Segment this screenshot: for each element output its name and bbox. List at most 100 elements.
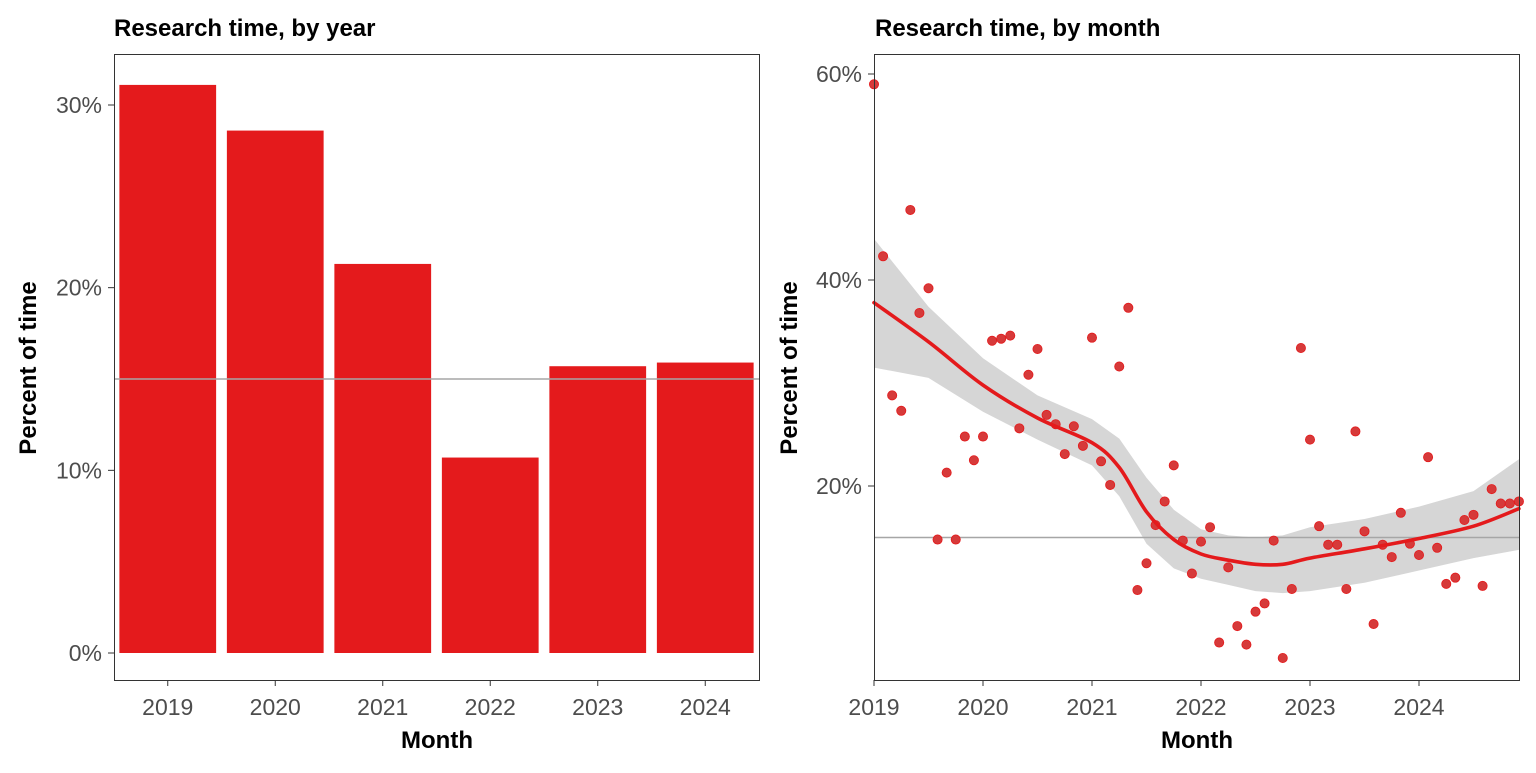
scatter-y-tick-label: 60% — [816, 61, 862, 87]
data-point — [914, 307, 925, 318]
data-point — [987, 335, 998, 346]
scatter-chart-panel: Research time, by month 20% 40% 60% 2019 20… — [776, 15, 1524, 754]
bar-plot-area — [114, 84, 759, 653]
data-point — [1214, 637, 1225, 648]
scatter-x-tick-label: 2022 — [1175, 694, 1226, 720]
data-point — [1368, 619, 1379, 630]
scatter-y-axis-title: Percent of time — [776, 281, 803, 454]
data-point — [887, 390, 898, 401]
scatter-x-axis-title: Month — [1161, 727, 1233, 754]
bar-x-tick-label: 2023 — [572, 694, 623, 720]
data-point — [1486, 484, 1497, 495]
data-point — [1186, 568, 1197, 579]
bar-x-tick-label: 2021 — [357, 694, 408, 720]
data-point — [1450, 572, 1461, 583]
data-point — [1314, 521, 1325, 532]
bar-x-tick-label: 2020 — [250, 694, 301, 720]
data-point — [1041, 409, 1052, 420]
data-point — [1123, 302, 1134, 313]
bar-y-tick-label: 10% — [56, 457, 102, 483]
scatter-y-tick-label: 20% — [816, 473, 862, 499]
bar-2021 — [334, 263, 432, 653]
scatter-plot-area — [869, 79, 1524, 664]
data-point — [1014, 423, 1025, 434]
data-point — [1259, 598, 1270, 609]
scatter-x-tick-label: 2020 — [957, 694, 1008, 720]
data-point — [1414, 550, 1425, 561]
trend-line — [872, 300, 1521, 567]
data-point — [968, 455, 979, 466]
bar-x-tick-label: 2022 — [465, 694, 516, 720]
data-point — [941, 467, 952, 478]
data-point — [1295, 342, 1306, 353]
data-point — [959, 431, 970, 442]
data-point — [1132, 585, 1143, 596]
data-point — [1332, 539, 1343, 550]
data-point — [905, 204, 916, 215]
scatter-x-axis: 2019 2020 2021 2022 2023 2024 — [848, 680, 1445, 720]
bar-x-axis-title: Month — [401, 727, 473, 754]
data-point — [1286, 584, 1297, 595]
data-point — [1395, 507, 1406, 518]
data-point — [878, 251, 889, 262]
data-point — [1432, 542, 1443, 553]
data-point — [1459, 514, 1470, 525]
data-point — [1159, 496, 1170, 507]
bar-x-tick-label: 2019 — [142, 694, 193, 720]
scatter-x-tick-label: 2023 — [1284, 694, 1335, 720]
data-point — [1059, 449, 1070, 460]
data-point — [1323, 539, 1334, 550]
bar-y-tick-label: 0% — [69, 640, 102, 666]
data-point — [1504, 498, 1515, 509]
data-point — [1359, 526, 1370, 537]
bar-x-tick-label: 2024 — [680, 694, 731, 720]
data-point — [1223, 562, 1234, 573]
data-point — [1495, 498, 1506, 509]
scatter-y-tick-label: 40% — [816, 267, 862, 293]
data-point — [1268, 535, 1279, 546]
scatter-x-tick-label: 2019 — [848, 694, 899, 720]
data-point — [1077, 440, 1088, 451]
data-point — [1196, 536, 1207, 547]
data-point — [950, 534, 961, 545]
bar-panel-border — [114, 54, 760, 681]
data-point — [1241, 639, 1252, 650]
data-point — [1168, 460, 1179, 471]
bar-x-axis: 2019 2020 2021 2022 2023 2024 — [142, 680, 731, 720]
data-point — [1205, 522, 1216, 533]
bar-y-tick-label: 20% — [56, 275, 102, 301]
scatter-panel-border — [874, 54, 1520, 681]
data-point — [896, 405, 907, 416]
bar-chart-title: Research time, by year — [114, 15, 375, 42]
data-point — [1386, 552, 1397, 563]
data-point — [1250, 606, 1261, 617]
data-point — [1350, 426, 1361, 437]
data-point — [1032, 344, 1043, 355]
confidence-band — [874, 238, 1519, 594]
data-point — [1305, 434, 1316, 445]
data-point — [932, 534, 943, 545]
data-point — [1341, 584, 1352, 595]
scatter-chart-title: Research time, by month — [875, 15, 1160, 42]
data-point — [1423, 452, 1434, 463]
data-point — [1513, 496, 1524, 507]
data-point — [1114, 361, 1125, 372]
data-point — [1023, 369, 1034, 380]
data-point — [1232, 621, 1243, 632]
scatter-y-axis: 20% 40% 60% — [816, 61, 874, 499]
data-point — [923, 283, 934, 294]
data-point — [1068, 421, 1079, 432]
scatter-x-tick-label: 2021 — [1066, 694, 1117, 720]
data-point — [1087, 332, 1098, 343]
bar-chart-panel: Research time, by year 0%10%20%30% 2019 2… — [15, 15, 760, 754]
bar-2020 — [226, 130, 324, 653]
data-point — [1105, 479, 1116, 490]
bar-2019 — [119, 84, 217, 653]
data-point — [1005, 330, 1016, 341]
bar-2024 — [656, 362, 754, 653]
data-point — [1277, 653, 1288, 664]
data-point — [978, 431, 989, 442]
bar-y-axis: 0% 10% 20% 30% — [56, 92, 114, 666]
